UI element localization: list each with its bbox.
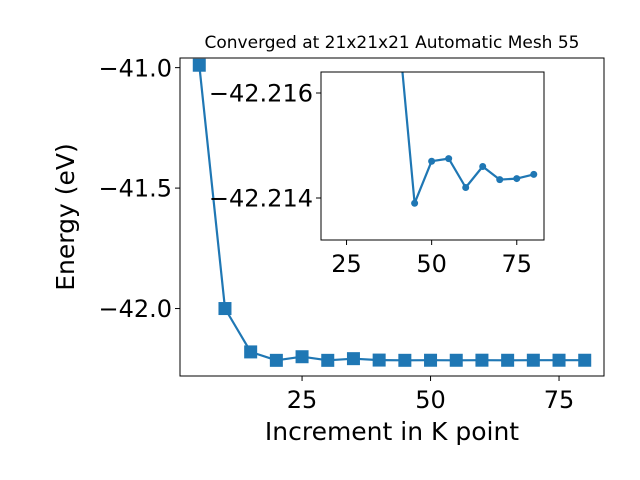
main-ticks: 25 50 75 −41.0 −41.5 −42.0 [98,54,574,414]
main-x-tick-label: 75 [544,386,575,414]
inset-x-tick-label: 75 [501,250,532,278]
main-x-tick-label: 50 [415,386,446,414]
main-y-tick-label: −41.5 [98,175,172,203]
inset-data-point [462,184,470,191]
inset-axes-background [321,72,544,240]
main-data-point [372,353,386,367]
main-data-point [192,58,206,72]
inset-data-point [496,176,504,184]
main-data-point [475,353,489,367]
inset-y-tick-label: −42.214 [209,185,313,213]
inset-y-tick-label: −42.216 [209,80,313,108]
inset-series [394,16,538,207]
main-data-point [424,353,438,367]
main-data-point [321,353,335,367]
inset-axes-frame [320,71,545,241]
main-data-point [244,345,258,359]
main-data-point [552,353,566,367]
inset-x-tick-label: 25 [331,250,362,278]
inset-data-point [513,175,521,183]
main-x-tick-label: 25 [287,386,318,414]
main-data-point [295,350,309,364]
main-data-point [269,353,283,367]
inset-ticks: 25 50 75 −42.216 −42.214 [209,80,532,278]
main-axes-frame [179,57,605,377]
main-data-point [501,353,515,367]
inset-data-point [445,155,453,163]
main-chart-title: Converged at 21x21x21 Automatic Mesh 55 [205,33,580,53]
inset-data-point [530,170,538,178]
main-series-line [198,65,585,362]
main-data-point [526,353,540,367]
main-series [192,58,592,367]
y-axis-label: Energy (eV) [51,143,80,290]
main-data-point [218,302,232,316]
inset-data-point [411,199,419,207]
inset-data-point [428,157,436,165]
main-data-point [346,352,360,366]
inset-x-tick-label: 50 [416,250,447,278]
main-data-point [578,353,592,367]
x-axis-label: Increment in K point [265,417,519,446]
inset-data-point [394,16,401,23]
main-data-point [449,353,463,367]
main-y-tick-label: −41.0 [98,54,172,82]
inset-data-point [479,163,487,170]
main-y-tick-label: −42.0 [98,295,172,323]
main-data-point [398,353,412,367]
